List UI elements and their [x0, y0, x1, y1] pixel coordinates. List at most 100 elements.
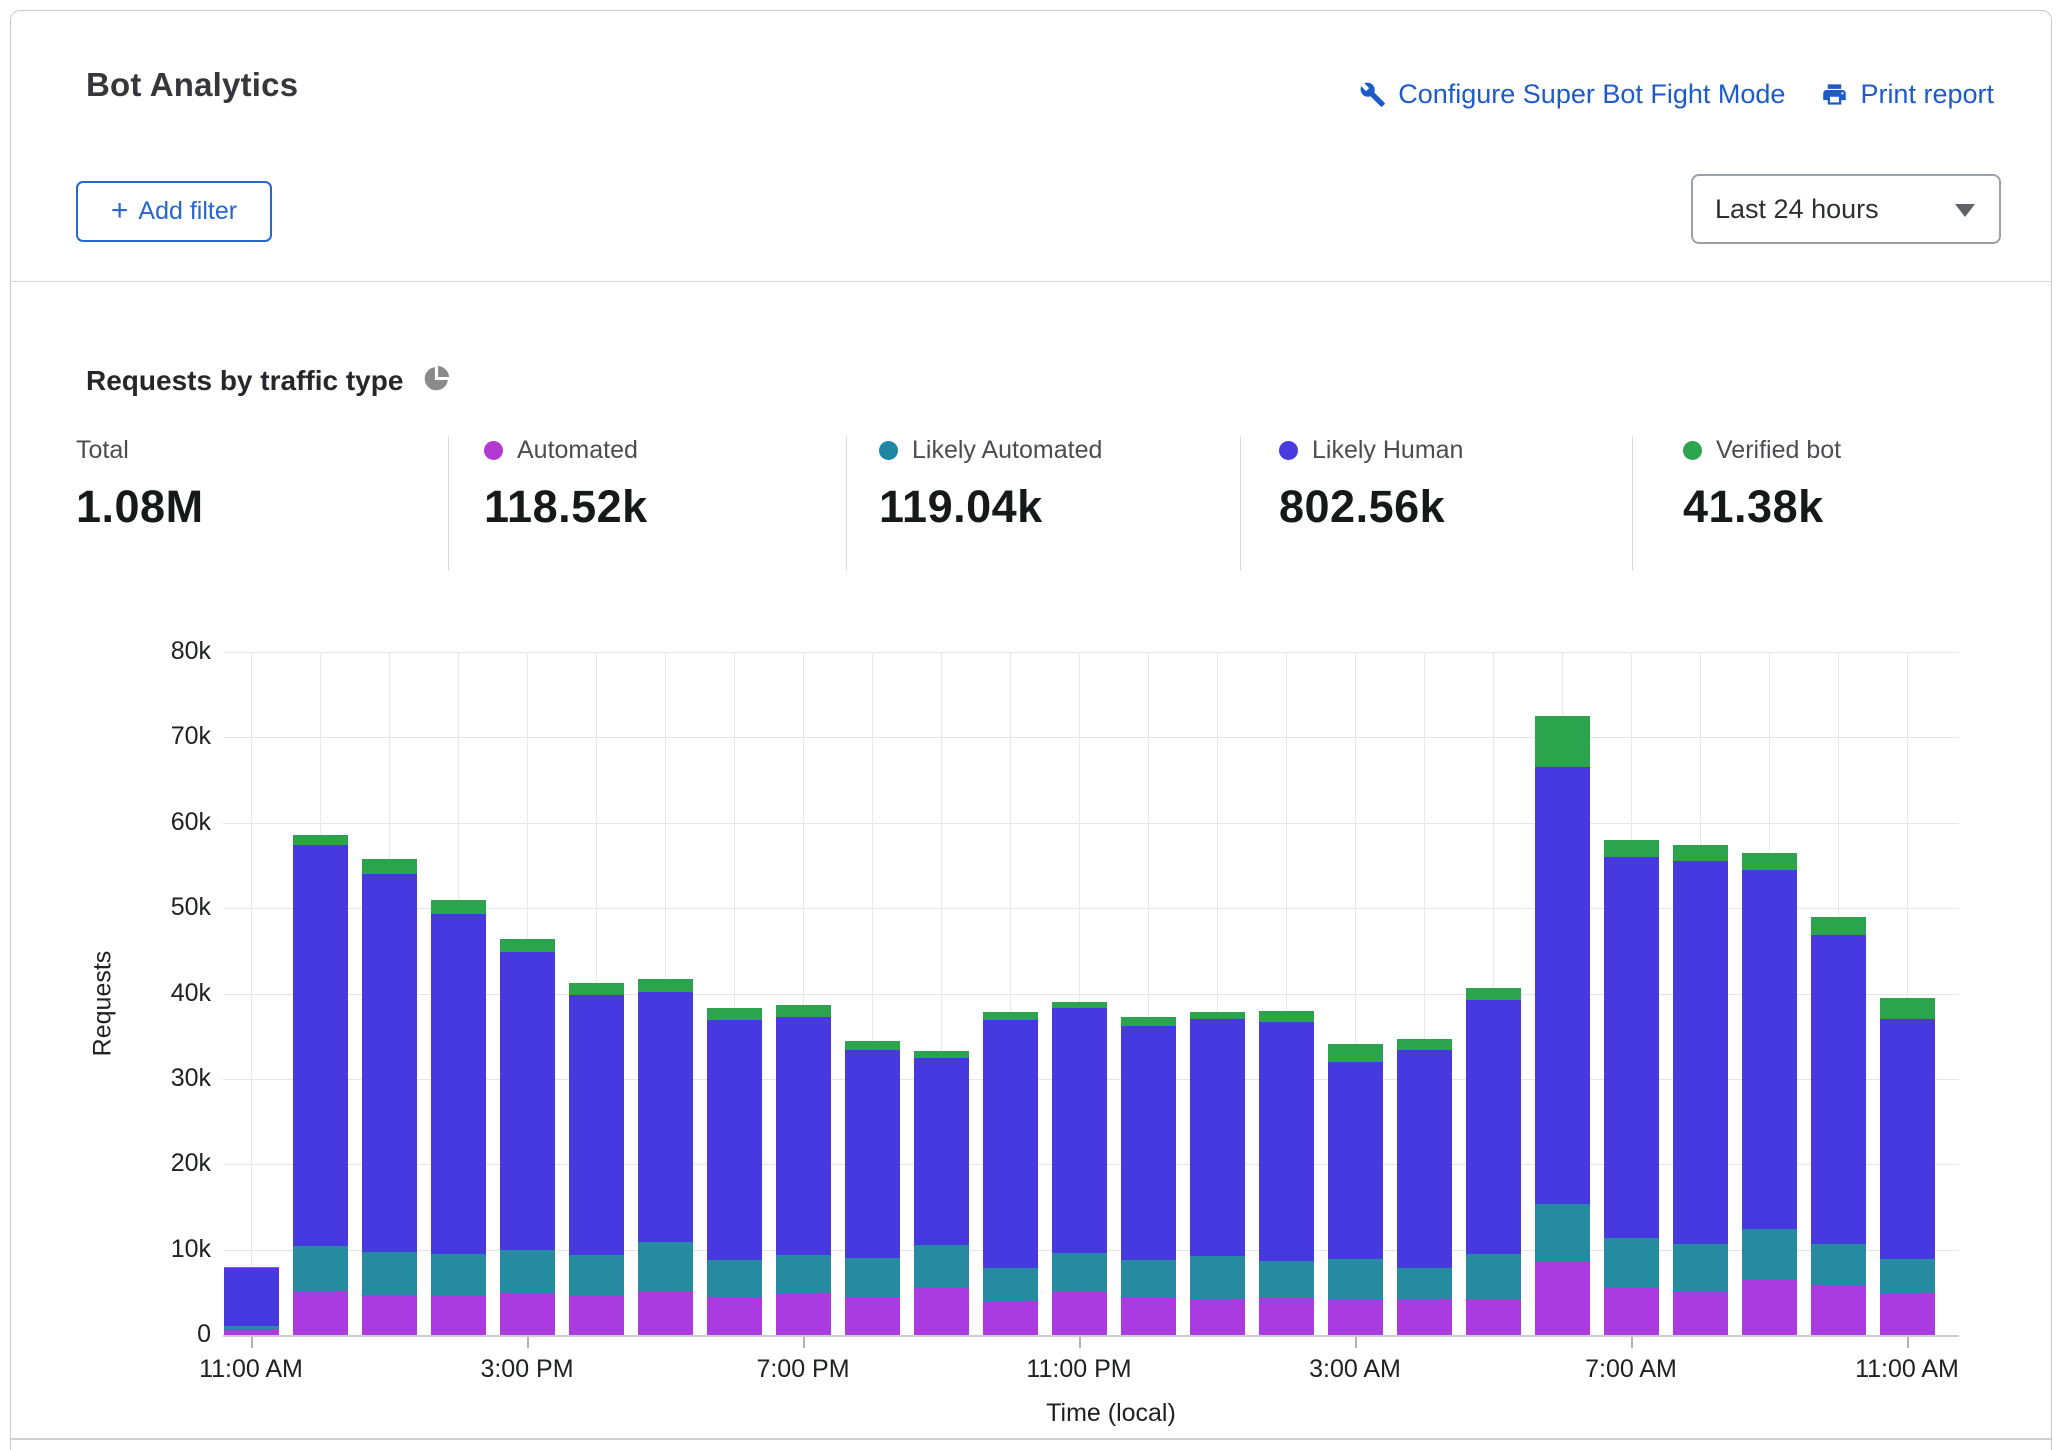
- bar-segment-verified-bot[interactable]: [223, 1266, 279, 1269]
- bar-segment-likely-human[interactable]: [1051, 1008, 1107, 1254]
- bar-segment-verified-bot[interactable]: [1603, 839, 1659, 857]
- bar-segment-likely-automated[interactable]: [499, 1250, 555, 1294]
- bar-segment-likely-automated[interactable]: [706, 1259, 762, 1298]
- bar-segment-automated[interactable]: [982, 1300, 1038, 1335]
- bar-segment-automated[interactable]: [1741, 1280, 1797, 1335]
- bar-segment-automated[interactable]: [1051, 1292, 1107, 1335]
- bar-segment-automated[interactable]: [1879, 1293, 1935, 1335]
- stat-verified-bot[interactable]: Verified bot 41.38k: [1683, 436, 1841, 533]
- bar-segment-likely-human[interactable]: [499, 951, 555, 1251]
- bar-segment-verified-bot[interactable]: [1741, 852, 1797, 870]
- bar-segment-likely-human[interactable]: [223, 1268, 279, 1326]
- bar-segment-automated[interactable]: [1603, 1288, 1659, 1335]
- bar-segment-verified-bot[interactable]: [1672, 844, 1728, 862]
- bar-segment-verified-bot[interactable]: [1465, 988, 1521, 1001]
- bar-segment-likely-automated[interactable]: [637, 1241, 693, 1293]
- bar-segment-likely-automated[interactable]: [913, 1244, 969, 1289]
- bar-segment-automated[interactable]: [430, 1295, 486, 1335]
- bar-segment-likely-automated[interactable]: [361, 1252, 417, 1295]
- bar-segment-automated[interactable]: [1810, 1285, 1866, 1335]
- bar-segment-verified-bot[interactable]: [292, 834, 348, 845]
- bar-segment-likely-human[interactable]: [1120, 1025, 1176, 1260]
- bar-segment-automated[interactable]: [361, 1294, 417, 1335]
- stat-automated[interactable]: Automated 118.52k: [484, 436, 648, 533]
- bar-segment-likely-human[interactable]: [1396, 1049, 1452, 1269]
- bar-segment-likely-human[interactable]: [430, 914, 486, 1254]
- bar-segment-likely-automated[interactable]: [1051, 1253, 1107, 1293]
- bar-segment-verified-bot[interactable]: [1534, 716, 1590, 768]
- bar-segment-likely-automated[interactable]: [982, 1267, 1038, 1301]
- bar-segment-likely-automated[interactable]: [223, 1325, 279, 1330]
- bar-segment-likely-human[interactable]: [1258, 1021, 1314, 1261]
- bar-segment-automated[interactable]: [568, 1295, 624, 1335]
- stat-likely-automated[interactable]: Likely Automated 119.04k: [879, 436, 1102, 533]
- bar-segment-likely-human[interactable]: [1810, 934, 1866, 1244]
- bar-segment-automated[interactable]: [844, 1297, 900, 1335]
- bar-segment-automated[interactable]: [1465, 1299, 1521, 1335]
- bar-segment-verified-bot[interactable]: [568, 983, 624, 996]
- bar-segment-verified-bot[interactable]: [1396, 1038, 1452, 1050]
- bar-segment-likely-human[interactable]: [1327, 1061, 1383, 1259]
- bar-segment-likely-automated[interactable]: [1120, 1259, 1176, 1297]
- bar-segment-automated[interactable]: [1327, 1299, 1383, 1335]
- bar-segment-automated[interactable]: [1396, 1299, 1452, 1335]
- bar-segment-verified-bot[interactable]: [1189, 1012, 1245, 1020]
- bar-segment-likely-automated[interactable]: [1672, 1243, 1728, 1292]
- bar-segment-likely-automated[interactable]: [1465, 1253, 1521, 1300]
- bar-segment-verified-bot[interactable]: [982, 1012, 1038, 1020]
- bar-segment-verified-bot[interactable]: [1327, 1043, 1383, 1062]
- bar-segment-likely-automated[interactable]: [568, 1254, 624, 1296]
- bar-segment-likely-human[interactable]: [1534, 767, 1590, 1205]
- bar-segment-likely-automated[interactable]: [1810, 1243, 1866, 1286]
- bar-segment-likely-human[interactable]: [1672, 861, 1728, 1244]
- bar-segment-verified-bot[interactable]: [1051, 1002, 1107, 1008]
- bar-segment-likely-automated[interactable]: [292, 1246, 348, 1291]
- add-filter-button[interactable]: + Add filter: [76, 181, 272, 242]
- bar-segment-likely-human[interactable]: [775, 1016, 831, 1255]
- bar-segment-automated[interactable]: [1120, 1296, 1176, 1335]
- bar-segment-verified-bot[interactable]: [775, 1004, 831, 1017]
- bar-segment-automated[interactable]: [913, 1288, 969, 1335]
- bar-segment-likely-human[interactable]: [292, 844, 348, 1247]
- bar-segment-verified-bot[interactable]: [1810, 916, 1866, 935]
- bar-segment-verified-bot[interactable]: [1120, 1017, 1176, 1026]
- bar-segment-automated[interactable]: [1672, 1291, 1728, 1335]
- bar-segment-verified-bot[interactable]: [361, 859, 417, 874]
- bar-segment-likely-human[interactable]: [706, 1019, 762, 1260]
- bar-segment-likely-automated[interactable]: [1327, 1259, 1383, 1300]
- bar-segment-likely-automated[interactable]: [844, 1258, 900, 1298]
- bar-segment-automated[interactable]: [637, 1292, 693, 1335]
- bar-segment-likely-automated[interactable]: [430, 1253, 486, 1296]
- bar-segment-verified-bot[interactable]: [1258, 1010, 1314, 1022]
- time-range-dropdown[interactable]: Last 24 hours: [1691, 174, 2001, 244]
- bar-segment-automated[interactable]: [292, 1290, 348, 1335]
- bar-segment-verified-bot[interactable]: [499, 938, 555, 952]
- bar-segment-likely-human[interactable]: [637, 991, 693, 1242]
- bar-segment-likely-automated[interactable]: [1741, 1229, 1797, 1281]
- stat-likely-human[interactable]: Likely Human 802.56k: [1279, 436, 1463, 533]
- bar-segment-likely-human[interactable]: [913, 1057, 969, 1245]
- bar-segment-likely-automated[interactable]: [1603, 1237, 1659, 1289]
- bar-segment-likely-automated[interactable]: [1258, 1260, 1314, 1299]
- bar-segment-likely-human[interactable]: [1465, 1000, 1521, 1254]
- bar-segment-verified-bot[interactable]: [913, 1050, 969, 1058]
- bar-segment-automated[interactable]: [499, 1293, 555, 1335]
- bar-segment-likely-automated[interactable]: [1396, 1268, 1452, 1300]
- bar-segment-likely-human[interactable]: [982, 1019, 1038, 1268]
- bar-segment-likely-human[interactable]: [1879, 1019, 1935, 1259]
- bar-segment-likely-human[interactable]: [568, 995, 624, 1255]
- bar-segment-verified-bot[interactable]: [1879, 997, 1935, 1020]
- print-report-link[interactable]: Print report: [1821, 79, 1994, 110]
- bar-segment-verified-bot[interactable]: [844, 1041, 900, 1050]
- bar-segment-likely-human[interactable]: [361, 873, 417, 1253]
- bar-segment-verified-bot[interactable]: [430, 899, 486, 915]
- bar-segment-automated[interactable]: [1258, 1298, 1314, 1335]
- bar-segment-automated[interactable]: [1534, 1262, 1590, 1335]
- bar-segment-likely-human[interactable]: [1603, 856, 1659, 1238]
- bar-segment-automated[interactable]: [706, 1297, 762, 1335]
- bar-segment-automated[interactable]: [1189, 1299, 1245, 1335]
- bar-segment-likely-automated[interactable]: [1189, 1255, 1245, 1300]
- configure-super-bot-fight-mode-link[interactable]: Configure Super Bot Fight Mode: [1359, 79, 1785, 110]
- bar-segment-automated[interactable]: [775, 1293, 831, 1335]
- bar-segment-likely-automated[interactable]: [775, 1254, 831, 1294]
